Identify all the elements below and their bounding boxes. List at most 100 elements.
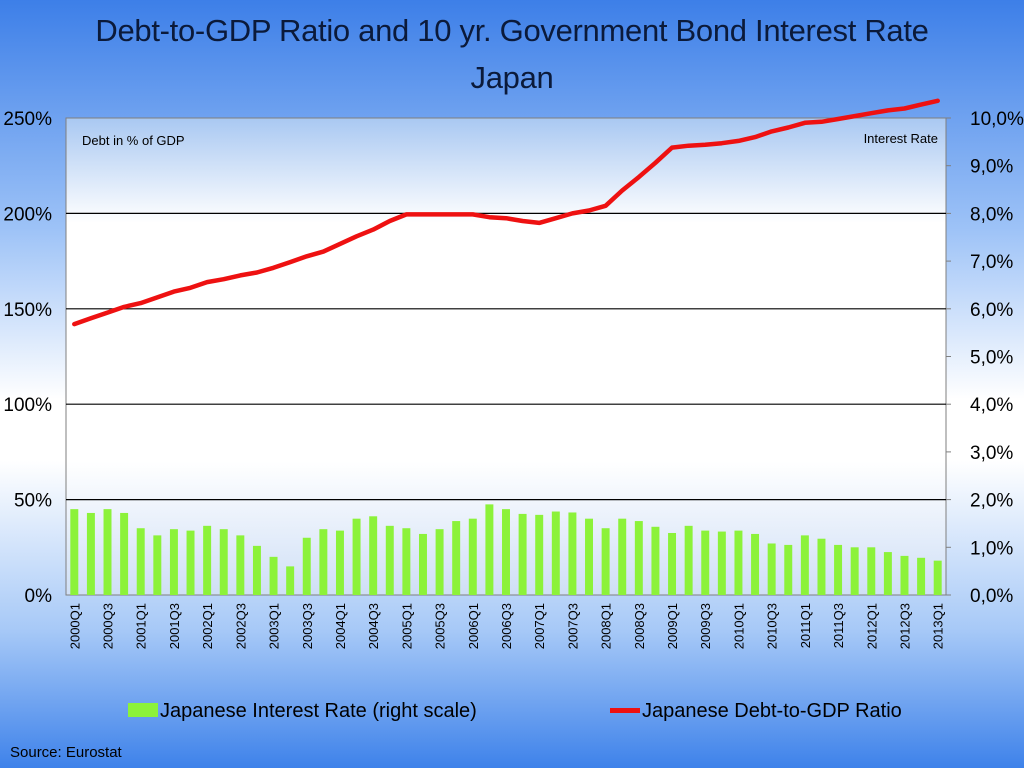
interest-rate-bar <box>70 509 79 595</box>
x-tick-label: 2002Q1 <box>200 603 215 649</box>
interest-rate-bar <box>900 555 909 595</box>
x-tick-label: 2009Q1 <box>665 603 680 649</box>
interest-rate-bar <box>850 547 859 595</box>
interest-rate-bar <box>286 566 295 595</box>
x-tick-label: 2013Q1 <box>931 603 946 649</box>
interest-rate-bar <box>369 516 378 595</box>
left-tick-label: 0% <box>25 586 53 607</box>
interest-rate-bar <box>784 544 793 595</box>
interest-rate-bar <box>435 529 444 595</box>
x-tick-label: 2004Q3 <box>366 603 381 649</box>
interest-rate-bar <box>717 531 726 595</box>
interest-rate-bar <box>668 532 677 595</box>
x-tick-label: 2006Q1 <box>466 603 481 649</box>
x-tick-label: 2012Q1 <box>864 603 879 649</box>
legend-line-swatch <box>610 708 640 713</box>
x-tick-label: 2003Q1 <box>267 603 282 649</box>
right-tick-label: 0,0% <box>970 586 1013 607</box>
interest-rate-bar <box>883 552 892 595</box>
right-tick-label: 6,0% <box>970 300 1013 321</box>
left-tick-label: 150% <box>3 300 52 321</box>
legend-line-label: Japanese Debt-to-GDP Ratio <box>642 700 902 722</box>
debt-to-gdp-line <box>72 98 940 327</box>
x-tick-label: 2000Q1 <box>67 603 82 649</box>
interest-rate-bar <box>684 525 693 595</box>
interest-rate-bar <box>817 538 826 595</box>
right-tick-label: 4,0% <box>970 395 1013 416</box>
interest-rate-bar <box>186 530 195 595</box>
x-tick-label: 2005Q3 <box>433 603 448 649</box>
interest-rate-bar <box>601 528 610 595</box>
right-tick-label: 9,0% <box>970 157 1013 178</box>
left-tick-label: 250% <box>3 109 52 130</box>
right-tick-label: 8,0% <box>970 204 1013 225</box>
interest-rate-bar <box>86 512 95 595</box>
x-tick-label: 2010Q1 <box>732 603 747 649</box>
interest-rate-bar <box>933 560 942 595</box>
interest-rate-bar <box>169 529 178 595</box>
interest-rate-bar <box>452 521 461 595</box>
x-tick-label: 2005Q1 <box>399 603 414 649</box>
interest-rate-bar <box>402 528 411 595</box>
interest-rate-bar <box>701 530 710 595</box>
right-axis-note: Interest Rate <box>864 131 938 146</box>
interest-rate-bar <box>153 535 162 595</box>
interest-rate-bar <box>651 526 660 595</box>
x-tick-label: 2003Q3 <box>300 603 315 649</box>
interest-rate-bar <box>219 529 228 595</box>
left-tick-label: 50% <box>14 491 52 512</box>
chart-title: Debt-to-GDP Ratio and 10 yr. Government … <box>95 13 929 48</box>
right-tick-label: 5,0% <box>970 348 1013 369</box>
x-tick-label: 2007Q1 <box>532 603 547 649</box>
interest-rate-bar <box>236 535 245 595</box>
x-tick-label: 2011Q3 <box>831 603 846 648</box>
interest-rate-bar <box>551 511 560 595</box>
source-note: Source: Eurostat <box>10 744 122 761</box>
interest-rate-bar <box>352 518 361 595</box>
interest-rate-bar <box>418 533 427 595</box>
left-tick-label: 100% <box>3 395 52 416</box>
x-tick-label: 2002Q3 <box>233 603 248 649</box>
right-tick-label: 3,0% <box>970 443 1013 464</box>
interest-rate-bar <box>834 544 843 595</box>
interest-rate-bar <box>634 521 643 595</box>
x-tick-label: 2001Q3 <box>167 603 182 649</box>
interest-rate-bar <box>252 545 261 595</box>
interest-rate-bar <box>385 525 394 595</box>
interest-rate-bar <box>468 518 477 595</box>
chart-subtitle: Japan <box>470 60 554 95</box>
right-tick-label: 10,0% <box>970 109 1024 130</box>
interest-rate-bar <box>269 556 278 595</box>
interest-rate-bar <box>618 518 627 595</box>
interest-rate-bar <box>867 547 876 595</box>
interest-rate-bar <box>535 514 544 595</box>
left-tick-label: 200% <box>3 204 52 225</box>
x-tick-label: 2008Q1 <box>599 603 614 649</box>
interest-rate-bar <box>335 530 344 595</box>
x-tick-label: 2001Q1 <box>134 603 149 649</box>
x-tick-label: 2012Q3 <box>898 603 913 649</box>
interest-rate-bar <box>103 509 112 595</box>
interest-rate-bar <box>734 530 743 595</box>
legend-bar-swatch <box>128 703 158 717</box>
x-tick-label: 2010Q3 <box>765 603 780 649</box>
x-tick-label: 2009Q3 <box>698 603 713 649</box>
interest-rate-bar <box>319 529 328 595</box>
x-tick-label: 2004Q1 <box>333 603 348 649</box>
interest-rate-bar <box>800 535 809 595</box>
right-tick-label: 7,0% <box>970 252 1013 273</box>
left-axis-note: Debt in % of GDP <box>82 133 185 148</box>
interest-rate-bar <box>136 528 145 595</box>
interest-rate-bar <box>767 543 776 595</box>
right-tick-label: 1,0% <box>970 538 1013 559</box>
interest-rate-bar <box>568 512 577 595</box>
right-tick-label: 2,0% <box>970 491 1013 512</box>
interest-rate-bar <box>585 518 594 595</box>
interest-rate-bar <box>302 537 311 595</box>
interest-rate-bar <box>485 504 494 595</box>
legend-bar-label: Japanese Interest Rate (right scale) <box>160 700 477 722</box>
interest-rate-bar <box>751 533 760 595</box>
interest-rate-bar <box>502 509 510 595</box>
x-tick-label: 2011Q1 <box>798 603 813 648</box>
